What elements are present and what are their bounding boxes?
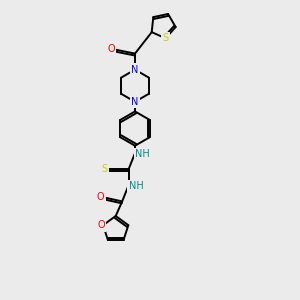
Text: N: N: [131, 64, 139, 75]
Text: NH: NH: [129, 182, 143, 191]
Text: N: N: [131, 97, 139, 107]
Text: O: O: [97, 220, 105, 230]
Text: O: O: [97, 192, 104, 202]
Text: S: S: [163, 33, 169, 43]
Text: S: S: [101, 164, 108, 174]
Text: O: O: [107, 44, 115, 54]
Text: NH: NH: [135, 149, 150, 159]
